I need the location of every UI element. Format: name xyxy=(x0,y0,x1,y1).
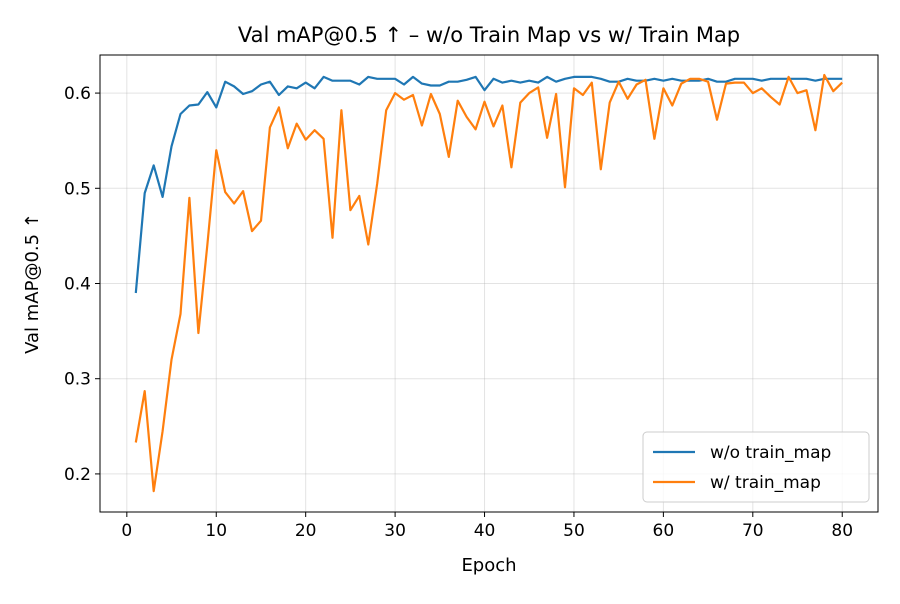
chart-title: Val mAP@0.5 ↑ – w/o Train Map vs w/ Trai… xyxy=(238,23,740,47)
series-line-w-train-map xyxy=(134,73,843,493)
series-lines xyxy=(134,73,843,493)
legend-label-w-train-map: w/ train_map xyxy=(710,473,821,493)
x-tick-label: 40 xyxy=(474,521,496,541)
y-tick-label: 0.6 xyxy=(64,84,91,104)
x-tick-label: 50 xyxy=(563,521,585,541)
legend-label-wo-train-map: w/o train_map xyxy=(710,443,831,463)
x-tick-label: 20 xyxy=(295,521,317,541)
x-tick-label: 10 xyxy=(205,521,227,541)
x-tick-label: 0 xyxy=(121,521,132,541)
y-tick-label: 0.2 xyxy=(64,465,91,485)
x-tick-label: 30 xyxy=(384,521,406,541)
x-tick-label: 60 xyxy=(653,521,675,541)
legend-box xyxy=(642,431,870,503)
series-line-wo-train-map xyxy=(134,75,843,294)
axis-ticks: 0 10 20 30 40 50 60 70 80 0.2 0.3 0.4 0.5 0.6 xyxy=(64,84,853,541)
x-tick-label: 80 xyxy=(831,521,853,541)
y-tick-label: 0.4 xyxy=(64,275,91,295)
legend: w/o train_map w/ train_map xyxy=(642,431,870,503)
y-tick-label: 0.3 xyxy=(64,370,91,390)
x-axis-label: Epoch xyxy=(461,555,516,576)
y-tick-label: 0.5 xyxy=(64,179,91,199)
x-tick-label: 70 xyxy=(742,521,764,541)
y-axis-label: Val mAP@0.5 ↑ xyxy=(22,213,43,354)
